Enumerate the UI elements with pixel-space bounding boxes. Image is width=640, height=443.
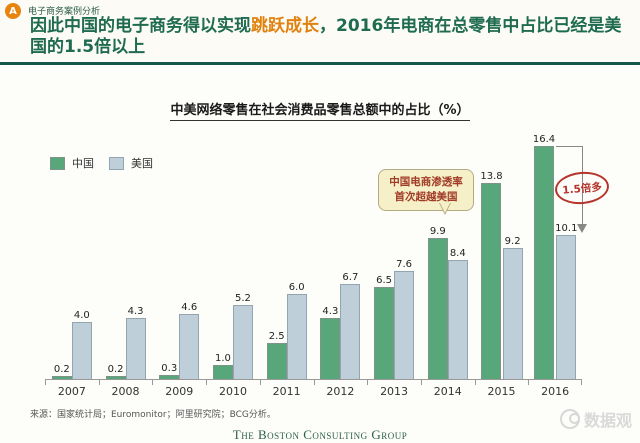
bar-us	[232, 305, 253, 379]
bar-value-label: 4.3	[322, 306, 339, 317]
bar-group: 13.8 9.2	[474, 144, 529, 385]
bar-group: 4.3 6.7	[313, 144, 368, 385]
title-text-pre: 因此中国的电子商务得以实现	[30, 16, 251, 36]
legend-swatch-us	[109, 156, 124, 170]
year-label: 2007	[57, 385, 86, 398]
bar-value-label: 4.6	[181, 302, 198, 313]
bcg-logo: The Boston Consulting Group	[232, 427, 408, 442]
title-text-post: ，2016年电商在总零售中占比已经是美国的1.5倍以上	[30, 16, 622, 57]
watermark: 数据观	[559, 407, 632, 431]
legend-swatch-china	[50, 156, 65, 170]
bar-value-label: 5.2	[235, 293, 251, 304]
years-row: 2007 2008 2009 2010 2011 2012 2013 2014 2015 2016	[45, 380, 582, 398]
watermark-logo-icon	[559, 409, 580, 429]
bar-china	[481, 183, 502, 379]
callout-line1: 中国电商渗透率	[389, 176, 463, 188]
watermark-text: 数据观	[583, 411, 632, 430]
year-label: 2016	[541, 385, 570, 398]
bar-value-label: 0.3	[161, 363, 178, 374]
source-note: 来源：国家统计局；Euromonitor；阿里研究院；BCG分析。	[30, 410, 276, 420]
bar-value-label: 4.0	[73, 310, 90, 321]
bar-china	[159, 375, 180, 379]
bar-value-label: 8.4	[449, 248, 466, 259]
title-text-highlight: 跳跃成长	[251, 16, 319, 36]
bar-value-label: 13.8	[480, 171, 503, 182]
year-label: 2008	[111, 385, 140, 398]
bar-value-label: 10.1	[555, 223, 578, 234]
ratio-connector-line	[556, 146, 583, 147]
bar-china	[105, 376, 126, 379]
bar-china	[266, 343, 287, 379]
bar-value-label: 7.6	[396, 259, 413, 270]
bar-value-label: 6.0	[288, 282, 305, 293]
bar-us	[394, 271, 415, 379]
bar-group: 0.2 4.0	[45, 144, 99, 385]
bar-value-label: 4.3	[127, 306, 144, 317]
year-label: 2011	[272, 385, 301, 398]
year-label: 2010	[218, 385, 247, 398]
bar-china	[212, 365, 233, 379]
legend-label-china: 中国	[72, 157, 94, 170]
bar-china	[427, 238, 448, 379]
bar-value-label: 2.5	[268, 331, 285, 342]
bar-us	[340, 284, 361, 379]
plot-region: 中国 美国 中国电商渗透率 首次超越美国 1.5倍多 0.2 4.0 0.2 4.3 0…	[45, 134, 611, 398]
bar-china	[374, 287, 395, 379]
legend: 中国 美国	[50, 155, 153, 171]
bar-value-label: 0.2	[53, 364, 70, 375]
bar-group: 2.5 6.0	[259, 144, 314, 385]
bar-value-label: 9.2	[504, 236, 521, 247]
bar-china	[51, 376, 72, 379]
bar-us	[502, 248, 523, 379]
bar-value-label: 9.9	[429, 226, 446, 237]
bar-us	[71, 322, 92, 379]
callout-bubble: 中国电商渗透率 首次超越美国	[378, 169, 474, 215]
bar-china	[534, 146, 555, 379]
section-badge: A	[5, 3, 21, 19]
bar-group: 0.3 4.6	[152, 144, 206, 385]
bar-value-label: 0.2	[107, 364, 124, 375]
slide-header: A 电子商务案例分析 因此中国的电子商务得以实现跳跃成长，2016年电商在总零售…	[0, 0, 640, 65]
ratio-arrow-line	[582, 146, 583, 226]
bar-us	[447, 260, 468, 379]
bars-row: 0.2 4.0 0.2 4.3 0.3 4.6 1.0 5.2 2.5 6.0 4.3 6.7 6.5 7…	[45, 134, 582, 385]
bar-group: 16.4 10.1	[528, 134, 582, 385]
eyebrow-label: 电子商务案例分析	[28, 7, 101, 17]
bar-value-label: 6.5	[376, 275, 393, 286]
year-label: 2015	[487, 385, 516, 398]
chart-title-wrap: 中美网络零售在社会消费品零售总额中的占比（%）	[0, 99, 640, 121]
slide-title: 因此中国的电子商务得以实现跳跃成长，2016年电商在总零售中占比已经是美国的1.…	[30, 16, 632, 58]
bar-group: 6.5 7.6	[367, 144, 421, 385]
bar-china	[320, 318, 341, 379]
bar-group: 1.0 5.2	[206, 144, 260, 385]
bar-value-label: 16.4	[532, 134, 556, 145]
bar-value-label: 1.0	[215, 353, 231, 364]
year-label: 2013	[380, 385, 409, 398]
chart-title: 中美网络零售在社会消费品零售总额中的占比（%）	[170, 99, 470, 121]
bar-group: 9.9 8.4	[420, 144, 475, 385]
down-arrow-icon	[577, 224, 587, 238]
callout-line2: 首次超越美国	[394, 191, 458, 203]
bar-us	[556, 235, 577, 379]
year-label: 2014	[433, 385, 462, 398]
ratio-label: 1.5倍多	[561, 180, 603, 197]
bar-value-label: 6.7	[342, 272, 359, 283]
year-label: 2012	[326, 385, 355, 398]
bar-group: 0.2 4.3	[98, 144, 153, 385]
bar-us	[125, 318, 146, 379]
bar-us	[179, 314, 200, 379]
year-label: 2009	[165, 385, 194, 398]
legend-label-us: 美国	[131, 157, 153, 170]
bar-us	[286, 294, 307, 379]
